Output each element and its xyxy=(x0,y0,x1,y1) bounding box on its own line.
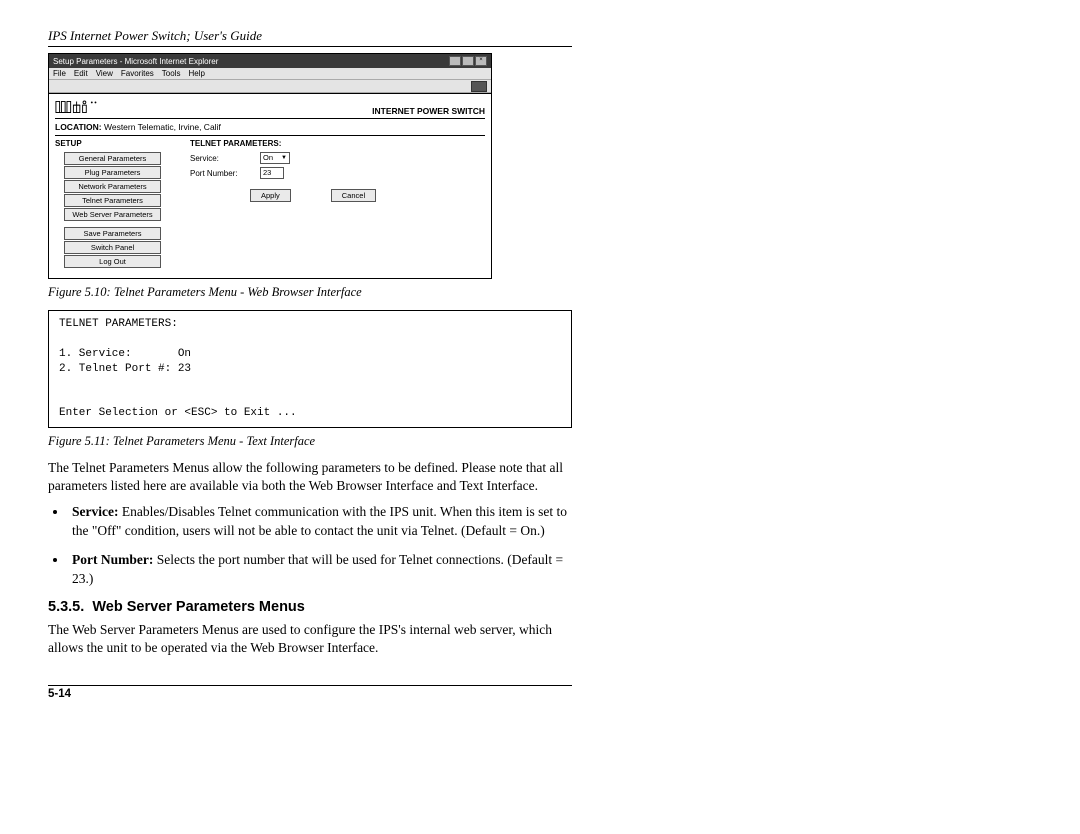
bullet-port-number: Port Number: Selects the port number tha… xyxy=(68,551,572,589)
menu-edit[interactable]: Edit xyxy=(74,69,88,78)
service-value: On xyxy=(263,153,273,163)
telnet-params-heading: TELNET PARAMETERS: xyxy=(190,139,485,148)
browser-window: Setup Parameters - Microsoft Internet Ex… xyxy=(48,53,492,279)
bullet-service: Service: Enables/Disables Telnet communi… xyxy=(68,503,572,541)
bullet-list: Service: Enables/Disables Telnet communi… xyxy=(68,503,572,589)
paragraph-1: The Telnet Parameters Menus allow the fo… xyxy=(48,459,572,495)
ti-line3: 2. Telnet Port #: 23 xyxy=(59,363,191,375)
menu-view[interactable]: View xyxy=(96,69,113,78)
window-title: Setup Parameters - Microsoft Internet Ex… xyxy=(53,57,218,66)
go-button[interactable] xyxy=(471,81,487,92)
port-number-input[interactable]: 23 xyxy=(260,167,284,179)
service-label: Service: xyxy=(190,154,250,163)
location-row: LOCATION: Western Telematic, Irvine, Cal… xyxy=(55,122,485,136)
bullet-service-label: Service: xyxy=(72,504,118,519)
port-number-label: Port Number: xyxy=(190,169,250,178)
wti-logo-icon xyxy=(55,98,101,116)
maximize-icon[interactable] xyxy=(462,56,474,66)
apply-button[interactable]: Apply xyxy=(250,189,291,202)
minimize-icon[interactable] xyxy=(449,56,461,66)
menu-favorites[interactable]: Favorites xyxy=(121,69,154,78)
section-535-heading: 5.3.5. Web Server Parameters Menus xyxy=(48,599,572,615)
close-icon[interactable]: × xyxy=(475,56,487,66)
figure-511-caption: Figure 5.11: Telnet Parameters Menu - Te… xyxy=(48,434,572,449)
menu-file[interactable]: File xyxy=(53,69,66,78)
window-titlebar: Setup Parameters - Microsoft Internet Ex… xyxy=(49,54,491,68)
btn-network-parameters[interactable]: Network Parameters xyxy=(64,180,161,193)
bullet-service-text: Enables/Disables Telnet communication wi… xyxy=(72,504,567,538)
page-header: IPS Internet Power Switch; User's Guide xyxy=(48,28,572,47)
browser-menubar: File Edit View Favorites Tools Help xyxy=(49,68,491,80)
figure-510-caption: Figure 5.10: Telnet Parameters Menu - We… xyxy=(48,285,572,300)
ti-line2: 1. Service: On xyxy=(59,348,191,360)
cancel-button[interactable]: Cancel xyxy=(331,189,376,202)
section-535-title: Web Server Parameters Menus xyxy=(92,599,305,615)
service-select[interactable]: On ▼ xyxy=(260,152,290,164)
text-interface-box: TELNET PARAMETERS: 1. Service: On 2. Tel… xyxy=(48,310,572,428)
browser-toolbar xyxy=(49,80,491,93)
btn-log-out[interactable]: Log Out xyxy=(64,255,161,268)
location-value: Western Telematic, Irvine, Calif xyxy=(104,122,221,132)
bullet-port-label: Port Number: xyxy=(72,552,153,567)
section-535-num: 5.3.5. xyxy=(48,599,84,615)
ti-line4: Enter Selection or <ESC> to Exit ... xyxy=(59,407,297,419)
browser-content: INTERNET POWER SWITCH LOCATION: Western … xyxy=(49,93,491,278)
chevron-down-icon: ▼ xyxy=(281,153,287,163)
setup-heading: SETUP xyxy=(55,139,170,148)
product-label: INTERNET POWER SWITCH xyxy=(372,106,485,116)
page-footer: 5-14 xyxy=(48,685,572,700)
btn-web-server-parameters[interactable]: Web Server Parameters xyxy=(64,208,161,221)
ti-line1: TELNET PARAMETERS: xyxy=(59,318,178,330)
menu-help[interactable]: Help xyxy=(188,69,204,78)
menu-tools[interactable]: Tools xyxy=(162,69,181,78)
window-controls: × xyxy=(449,56,487,66)
btn-telnet-parameters[interactable]: Telnet Parameters xyxy=(64,194,161,207)
location-label: LOCATION: xyxy=(55,122,102,132)
btn-save-parameters[interactable]: Save Parameters xyxy=(64,227,161,240)
btn-plug-parameters[interactable]: Plug Parameters xyxy=(64,166,161,179)
btn-general-parameters[interactable]: General Parameters xyxy=(64,152,161,165)
paragraph-2: The Web Server Parameters Menus are used… xyxy=(48,621,572,657)
btn-switch-panel[interactable]: Switch Panel xyxy=(64,241,161,254)
